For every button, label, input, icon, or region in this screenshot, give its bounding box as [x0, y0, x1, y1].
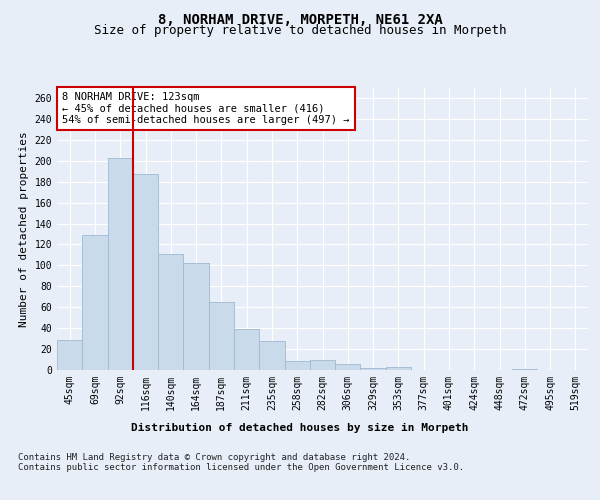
- Bar: [259, 340, 284, 370]
- Text: 8, NORHAM DRIVE, MORPETH, NE61 2XA: 8, NORHAM DRIVE, MORPETH, NE61 2XA: [158, 12, 442, 26]
- Bar: [386, 367, 411, 370]
- Bar: [310, 360, 335, 370]
- Text: Distribution of detached houses by size in Morpeth: Distribution of detached houses by size …: [131, 422, 469, 432]
- Bar: [234, 329, 259, 370]
- Bar: [57, 340, 82, 370]
- Bar: [184, 264, 209, 370]
- Bar: [82, 235, 107, 370]
- Bar: [133, 174, 158, 370]
- Bar: [209, 302, 234, 370]
- Text: Size of property relative to detached houses in Morpeth: Size of property relative to detached ho…: [94, 24, 506, 37]
- Bar: [512, 369, 538, 370]
- Bar: [335, 364, 361, 370]
- Text: Contains HM Land Registry data © Crown copyright and database right 2024.
Contai: Contains HM Land Registry data © Crown c…: [18, 452, 464, 472]
- Bar: [107, 158, 133, 370]
- Bar: [284, 360, 310, 370]
- Y-axis label: Number of detached properties: Number of detached properties: [19, 131, 29, 326]
- Text: 8 NORHAM DRIVE: 123sqm
← 45% of detached houses are smaller (416)
54% of semi-de: 8 NORHAM DRIVE: 123sqm ← 45% of detached…: [62, 92, 350, 125]
- Bar: [361, 368, 386, 370]
- Bar: [158, 254, 184, 370]
